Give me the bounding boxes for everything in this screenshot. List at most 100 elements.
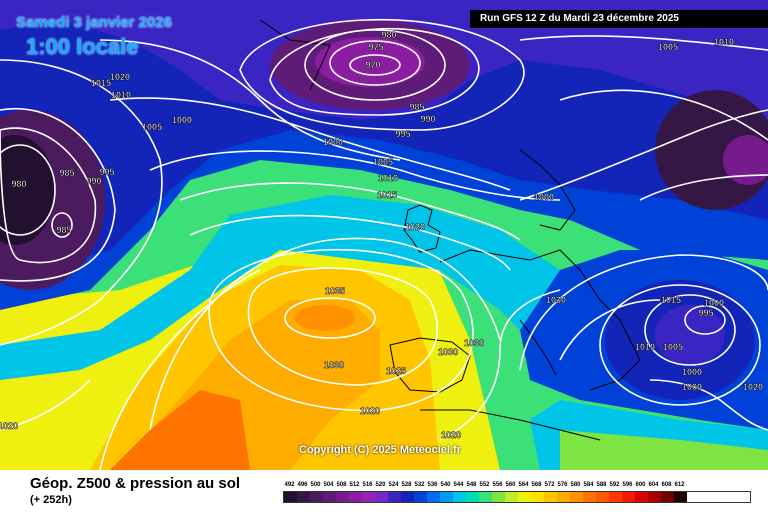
legend-value: 572	[544, 482, 555, 488]
isobar	[0, 379, 91, 431]
isobar	[269, 27, 480, 116]
field-east-centre	[655, 305, 725, 365]
isobar-label: 1000	[704, 298, 724, 308]
isobar-label: 1030	[324, 360, 344, 370]
coastline-iberia	[389, 337, 471, 393]
legend-swatch	[388, 492, 401, 502]
legend-swatch	[570, 492, 583, 502]
isobar	[149, 150, 561, 201]
field-northeast-core	[723, 135, 768, 185]
legend-swatch	[479, 492, 492, 502]
legend-value: 508	[336, 482, 347, 488]
legend-value: 604	[648, 482, 659, 488]
isobar	[0, 144, 56, 236]
isobar	[239, 18, 525, 131]
isobar-label: 995	[698, 308, 713, 318]
legend-labels: 492 496 500 504 508 512 516 520 524 528 532 536 540 5…	[283, 479, 751, 491]
copyright-notice: Copyright (C) 2025 Meteociel.fr	[299, 444, 461, 456]
run-info-banner: Run GFS 12 Z du Mardi 23 décembre 2025	[470, 10, 768, 28]
isobar-label: 1020	[110, 72, 130, 82]
isobar-label: 980	[11, 179, 26, 189]
coastline-british-isles	[403, 204, 441, 253]
isobar-label: 980	[381, 30, 396, 40]
isobar-label: 1000	[682, 382, 702, 392]
coastline-europe	[439, 249, 641, 391]
isobar	[51, 212, 73, 238]
legend-value: 584	[583, 482, 594, 488]
isobar	[519, 35, 768, 51]
legend-swatch	[310, 492, 323, 502]
legend-value: 512	[349, 482, 360, 488]
legend-swatch	[583, 492, 596, 502]
legend-swatch	[557, 492, 570, 502]
isobar	[0, 127, 97, 264]
legend-swatch	[362, 492, 375, 502]
isobar	[189, 214, 511, 271]
isobar-label: 1005	[142, 122, 162, 132]
isobar	[0, 59, 163, 346]
legend-swatch	[414, 492, 427, 502]
isobars	[0, 18, 768, 470]
legend-swatch	[336, 492, 349, 502]
isobar-label: 995	[395, 129, 410, 139]
coastline-scandinavia	[519, 149, 576, 231]
isobar-label: 1030	[546, 295, 566, 305]
legend-swatch	[401, 492, 414, 502]
isobar-label: 1030	[464, 338, 484, 348]
isobar-label: 1020	[405, 222, 425, 232]
field-north-low-inner	[315, 37, 425, 87]
legend-swatch	[453, 492, 466, 502]
legend-value: 588	[596, 482, 607, 488]
isobar-label: 985	[59, 168, 74, 178]
isobar	[649, 379, 768, 431]
legend-swatch	[531, 492, 544, 502]
legend-value: 564	[518, 482, 529, 488]
isobar	[99, 269, 261, 470]
isobar	[149, 237, 501, 431]
field-anticyclone-hot	[110, 390, 250, 470]
field-west-low-inner	[0, 135, 55, 245]
isobar-labels: 9809759709859909951000100510101015102010…	[0, 30, 763, 441]
legend-value: 544	[453, 482, 464, 488]
legend-swatch	[323, 492, 336, 502]
isobar-label: 1035	[325, 286, 345, 296]
isobar	[284, 297, 376, 339]
legend-swatch	[544, 492, 557, 502]
legend-value: 548	[466, 482, 477, 488]
isobar-label: 1015	[377, 190, 397, 200]
isobar	[0, 107, 116, 282]
isobar-label: 1020	[0, 421, 18, 431]
weather-map: 9809759709859909951000100510101015102010…	[0, 0, 768, 470]
isobar-label: 1030	[438, 347, 458, 357]
isobar	[684, 305, 726, 335]
isobar-label: 1010	[635, 342, 655, 352]
isobar-label: 1005	[658, 42, 678, 52]
forecast-date: Samedi 3 janvier 2026	[16, 14, 172, 31]
legend-value: 580	[570, 482, 581, 488]
isobar-label: 1015	[661, 295, 681, 305]
legend-value: 540	[440, 482, 451, 488]
isobar-label: 1020	[360, 406, 380, 416]
legend-value: 504	[323, 482, 334, 488]
map-title: Géop. Z500 & pression au sol	[30, 475, 241, 492]
isobar-label: 1000	[682, 367, 702, 377]
legend-swatch	[427, 492, 440, 502]
isobar-label: 1005	[373, 157, 393, 167]
legend-value: 536	[427, 482, 438, 488]
legend-value: 608	[661, 482, 672, 488]
legend-value: 528	[401, 482, 412, 488]
legend-swatch	[661, 492, 674, 502]
coastline-italy	[519, 319, 557, 376]
field-cyan-band	[0, 195, 580, 380]
legend-swatch	[440, 492, 453, 502]
isobar	[247, 267, 439, 386]
field-south-east-green	[560, 430, 768, 470]
forecast-hour: 1:00 locale	[26, 34, 139, 59]
legend-value: 612	[674, 482, 685, 488]
legend-value: 568	[531, 482, 542, 488]
map-subtitle: (+ 252h)	[30, 494, 72, 506]
legend-swatch	[596, 492, 609, 502]
legend-value: 524	[388, 482, 399, 488]
isobar	[559, 89, 768, 141]
